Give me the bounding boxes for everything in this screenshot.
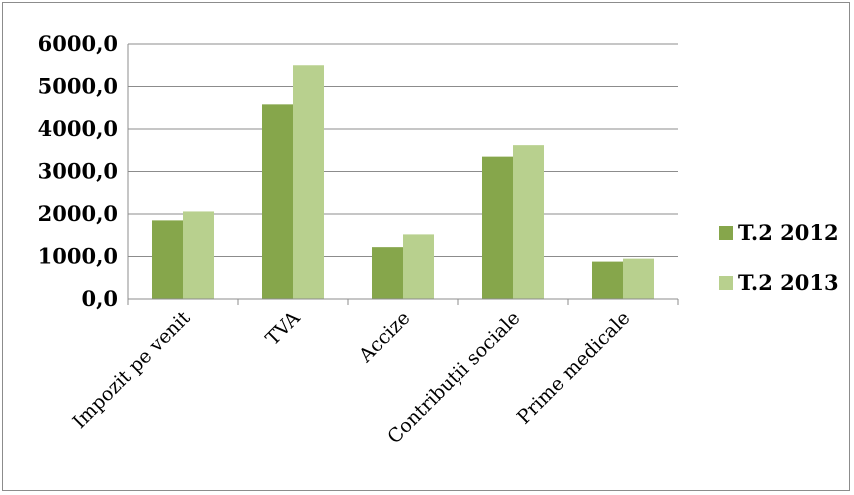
legend-swatch xyxy=(719,226,733,240)
legend: T.2 2012 T.2 2013 xyxy=(719,220,839,295)
x-tick-label: Prime medicale xyxy=(513,307,635,429)
gridlines xyxy=(128,43,678,257)
y-tick-label: 2000,0 xyxy=(38,201,118,226)
x-tick-label: Impozit pe venit xyxy=(68,307,194,433)
bar-series2 xyxy=(623,258,654,299)
y-tick-label: 5000,0 xyxy=(38,74,118,99)
bar-series2 xyxy=(183,211,214,299)
x-tick-label: Accize xyxy=(354,307,414,367)
bar-series1 xyxy=(262,104,293,299)
axes xyxy=(127,44,679,305)
bar-series1 xyxy=(592,261,623,299)
bar-series2 xyxy=(403,234,434,299)
y-tick-label: 6000,0 xyxy=(38,31,118,56)
bar-series2 xyxy=(513,145,544,299)
y-tick-labels: 0,0 1000,0 2000,0 3000,0 4000,0 5000,0 6000,0 xyxy=(38,31,118,311)
bar-series1 xyxy=(372,247,403,299)
bar-series1 xyxy=(152,220,183,299)
x-tick-label: TVA xyxy=(262,307,305,350)
y-tick-label: 3000,0 xyxy=(38,159,118,184)
bar-series1 xyxy=(482,156,513,299)
legend-swatch xyxy=(719,276,733,290)
legend-label: T.2 2012 xyxy=(738,220,839,245)
legend-label: T.2 2013 xyxy=(738,270,839,295)
bars xyxy=(152,65,654,299)
y-tick-label: 1000,0 xyxy=(38,244,118,269)
y-tick-label: 0,0 xyxy=(81,286,118,311)
bar-series2 xyxy=(293,65,324,299)
y-tick-label: 4000,0 xyxy=(38,116,118,141)
